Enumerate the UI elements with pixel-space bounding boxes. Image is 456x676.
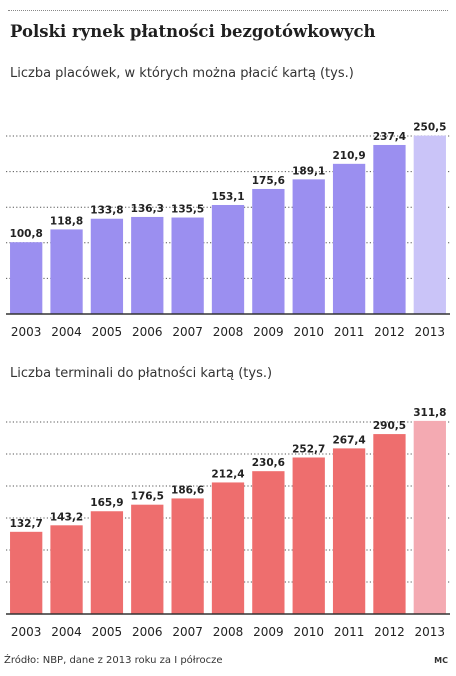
data-label-2007: 186,6 <box>171 484 204 496</box>
data-label-2003: 132,7 <box>10 518 43 530</box>
data-label-2013: 250,5 <box>413 122 446 134</box>
data-label-2010: 252,7 <box>292 443 325 455</box>
data-label-2006: 176,5 <box>131 491 164 503</box>
data-label-2013: 311,8 <box>413 407 446 419</box>
bar-2012 <box>373 434 406 614</box>
data-label-2009: 230,6 <box>252 457 285 469</box>
source-note: Źródło: NBP, dane z 2013 roku za I półro… <box>4 655 223 666</box>
bar-2006 <box>131 504 164 614</box>
x-tick-label-2004: 2004 <box>51 625 82 639</box>
data-label-2008: 153,1 <box>211 191 244 203</box>
data-label-2011: 210,9 <box>332 150 365 162</box>
data-label-2010: 189,1 <box>292 165 325 177</box>
data-label-2005: 165,9 <box>90 497 123 509</box>
data-label-2011: 267,4 <box>332 434 365 446</box>
x-tick-label-2003: 2003 <box>11 625 42 639</box>
bar-2010 <box>292 457 325 614</box>
chart-2-title: Liczba terminali do płatności kartą (tys… <box>10 366 273 381</box>
bar-2004 <box>50 229 83 314</box>
x-tick-label-2009: 2009 <box>253 325 284 339</box>
bar-2004 <box>50 525 83 614</box>
chart-1-outlets: 100,8 2003 118,8 2004 133,8 2005 136,3 2006 135,… <box>6 122 450 339</box>
data-label-2003: 100,8 <box>10 228 43 240</box>
bar-2006 <box>131 216 164 314</box>
bar-2008 <box>211 482 245 614</box>
x-tick-label-2010: 2010 <box>293 625 324 639</box>
x-tick-label-2009: 2009 <box>253 625 284 639</box>
x-tick-label-2012: 2012 <box>374 625 405 639</box>
data-label-2004: 143,2 <box>50 511 83 523</box>
bar-2007 <box>171 217 204 314</box>
x-tick-label-2012: 2012 <box>374 325 405 339</box>
data-label-2009: 175,6 <box>252 175 285 187</box>
x-tick-label-2011: 2011 <box>334 625 365 639</box>
bar-2013 <box>413 135 446 314</box>
x-tick-label-2006: 2006 <box>132 325 163 339</box>
x-tick-label-2013: 2013 <box>415 625 446 639</box>
data-label-2012: 237,4 <box>373 131 406 143</box>
bar-2009 <box>252 188 285 314</box>
x-tick-label-2008: 2008 <box>213 625 244 639</box>
x-tick-label-2004: 2004 <box>51 325 82 339</box>
bar-2010 <box>292 179 325 314</box>
data-label-2008: 212,4 <box>211 468 244 480</box>
x-tick-label-2005: 2005 <box>92 325 123 339</box>
x-tick-label-2013: 2013 <box>415 325 446 339</box>
chart-2-terminals: 132,7 2003 143,2 2004 165,9 2005 176,5 2006 186,… <box>6 407 450 639</box>
bar-2007 <box>171 498 204 614</box>
x-tick-label-2008: 2008 <box>213 325 244 339</box>
bar-2005 <box>90 511 124 614</box>
bar-2011 <box>332 163 366 314</box>
bar-2008 <box>211 204 245 314</box>
x-tick-label-2011: 2011 <box>334 325 365 339</box>
x-tick-label-2010: 2010 <box>293 325 324 339</box>
x-tick-label-2007: 2007 <box>172 625 203 639</box>
bar-2011 <box>332 448 366 614</box>
x-tick-label-2007: 2007 <box>172 325 203 339</box>
x-tick-label-2006: 2006 <box>132 625 163 639</box>
data-label-2006: 136,3 <box>131 203 164 215</box>
bar-2003 <box>10 531 43 614</box>
chart-1-title: Liczba placówek, w których można płacić … <box>10 66 354 81</box>
data-label-2005: 133,8 <box>90 205 123 217</box>
x-tick-label-2003: 2003 <box>11 325 42 339</box>
data-label-2004: 118,8 <box>50 215 83 227</box>
x-tick-label-2005: 2005 <box>92 625 123 639</box>
bar-2012 <box>373 144 406 314</box>
top-divider <box>8 10 448 11</box>
page-title: Polski rynek płatności bezgotówkowych <box>10 22 376 41</box>
data-label-2012: 290,5 <box>373 420 406 432</box>
data-label-2007: 135,5 <box>171 204 204 216</box>
author-credit: MC <box>434 656 448 665</box>
bar-2003 <box>10 242 43 314</box>
bar-2005 <box>90 218 124 314</box>
bar-2009 <box>252 471 285 614</box>
bar-2013 <box>413 420 446 614</box>
